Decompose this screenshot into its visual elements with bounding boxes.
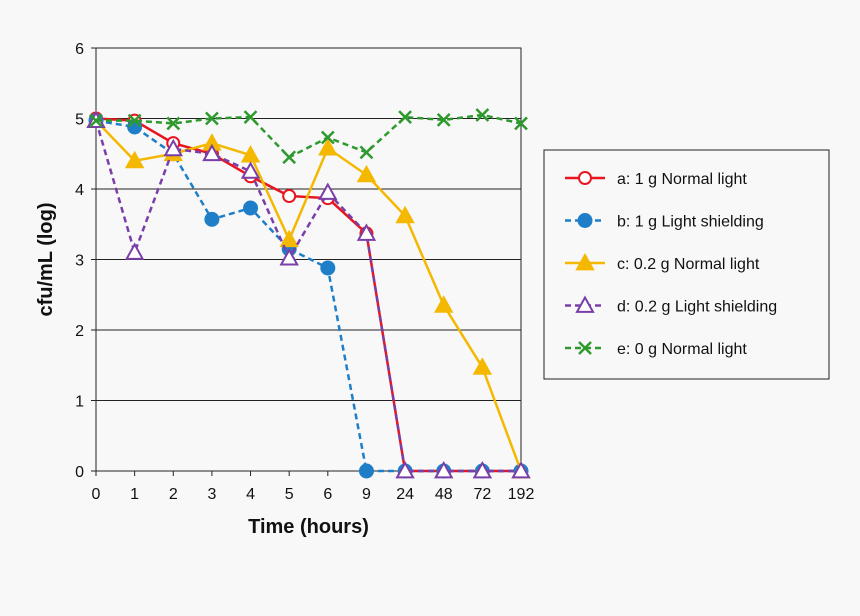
data-point bbox=[398, 110, 412, 124]
x-tick-labels: 0 1 2 3 4 5 6 9 24 48 72 192 bbox=[92, 486, 535, 503]
y-tick-label: 0 bbox=[75, 464, 84, 481]
legend-marker bbox=[577, 213, 593, 228]
legend-item: b: 1 g Light shielding bbox=[565, 213, 764, 231]
legend-marker bbox=[578, 171, 592, 185]
data-point bbox=[204, 211, 220, 227]
data-point bbox=[358, 463, 374, 479]
data-point bbox=[514, 116, 528, 131]
legend-label: d: 0.2 g Light shielding bbox=[617, 299, 777, 316]
x-tick-label: 4 bbox=[246, 486, 255, 503]
data-point bbox=[89, 113, 103, 128]
legend-label: e: 0 g Normal light bbox=[617, 341, 747, 358]
data-point bbox=[320, 130, 335, 145]
legend-item: d: 0.2 g Light shielding bbox=[565, 295, 777, 316]
data-point bbox=[282, 150, 297, 165]
x-tick-label: 3 bbox=[207, 486, 216, 503]
data-point bbox=[395, 460, 415, 479]
y-tick-label: 5 bbox=[75, 112, 84, 129]
data-point bbox=[436, 113, 451, 127]
series-a bbox=[89, 111, 528, 478]
x-tick-label: 72 bbox=[473, 486, 491, 503]
data-point bbox=[511, 460, 531, 479]
data-point bbox=[243, 110, 258, 124]
legend-item: c: 0.2 g Normal light bbox=[565, 252, 760, 273]
data-point bbox=[243, 200, 259, 216]
y-tick-label: 2 bbox=[75, 323, 84, 340]
data-point bbox=[475, 108, 490, 122]
y-tick-labels: 0 1 2 3 4 5 6 bbox=[75, 41, 84, 481]
data-point bbox=[127, 113, 142, 128]
series-layer bbox=[86, 108, 531, 479]
series-line bbox=[95, 119, 523, 472]
y-axis-title: cfu/mL (log) bbox=[35, 202, 57, 316]
legend-label: b: 1 g Light shielding bbox=[617, 214, 764, 231]
data-point bbox=[202, 143, 222, 162]
legend-box bbox=[543, 149, 830, 380]
legend-item: e: 0 g Normal light bbox=[565, 341, 747, 358]
data-point bbox=[240, 161, 261, 179]
y-tick-label: 1 bbox=[75, 394, 84, 411]
series-line bbox=[94, 120, 521, 473]
data-point bbox=[472, 357, 493, 375]
legend-item: a: 1 g Normal light bbox=[565, 171, 747, 188]
y-tick-label: 4 bbox=[75, 182, 84, 199]
y-tick-label: 3 bbox=[75, 253, 84, 270]
legend-marker bbox=[575, 252, 595, 271]
legend-label: c: 0.2 g Normal light bbox=[617, 256, 760, 273]
data-point bbox=[434, 295, 454, 313]
data-point bbox=[318, 138, 338, 156]
series-line bbox=[95, 119, 521, 473]
data-point bbox=[359, 145, 374, 160]
x-tick-label: 2 bbox=[169, 486, 178, 503]
data-point bbox=[124, 242, 145, 260]
legend-marker bbox=[575, 295, 595, 313]
data-point bbox=[356, 223, 377, 241]
x-tick-label: 5 bbox=[285, 486, 294, 503]
x-tick-label: 24 bbox=[396, 486, 414, 503]
series-c bbox=[86, 110, 531, 479]
data-point bbox=[472, 460, 493, 479]
x-tick-label: 9 bbox=[362, 486, 371, 503]
legend-marker bbox=[578, 341, 592, 355]
x-axis-title: Time (hours) bbox=[248, 516, 369, 538]
data-point bbox=[395, 205, 415, 224]
x-tick-label: 0 bbox=[92, 486, 101, 503]
series-d bbox=[86, 110, 531, 479]
data-point bbox=[434, 460, 454, 479]
x-tick-label: 48 bbox=[435, 486, 453, 503]
data-point bbox=[356, 164, 377, 183]
axis-ticks bbox=[91, 47, 522, 476]
data-point bbox=[279, 248, 299, 266]
data-point bbox=[124, 150, 145, 169]
data-point bbox=[318, 182, 338, 200]
data-point bbox=[279, 229, 299, 248]
data-point bbox=[166, 116, 181, 131]
data-point bbox=[320, 260, 336, 276]
series-e bbox=[89, 108, 528, 165]
series-line bbox=[96, 113, 522, 159]
data-point bbox=[163, 138, 183, 157]
series-b bbox=[88, 113, 529, 479]
y-tick-label: 6 bbox=[75, 41, 84, 58]
data-point bbox=[282, 189, 297, 204]
series-line bbox=[95, 117, 521, 473]
data-point bbox=[205, 111, 219, 126]
x-tick-label: 6 bbox=[323, 486, 332, 503]
x-tick-label: 1 bbox=[130, 486, 139, 503]
legend: a: 1 g Normal light b: 1 g Light shieldin… bbox=[543, 149, 830, 380]
legend-label: a: 1 g Normal light bbox=[617, 171, 747, 188]
x-tick-label: 192 bbox=[508, 486, 535, 503]
